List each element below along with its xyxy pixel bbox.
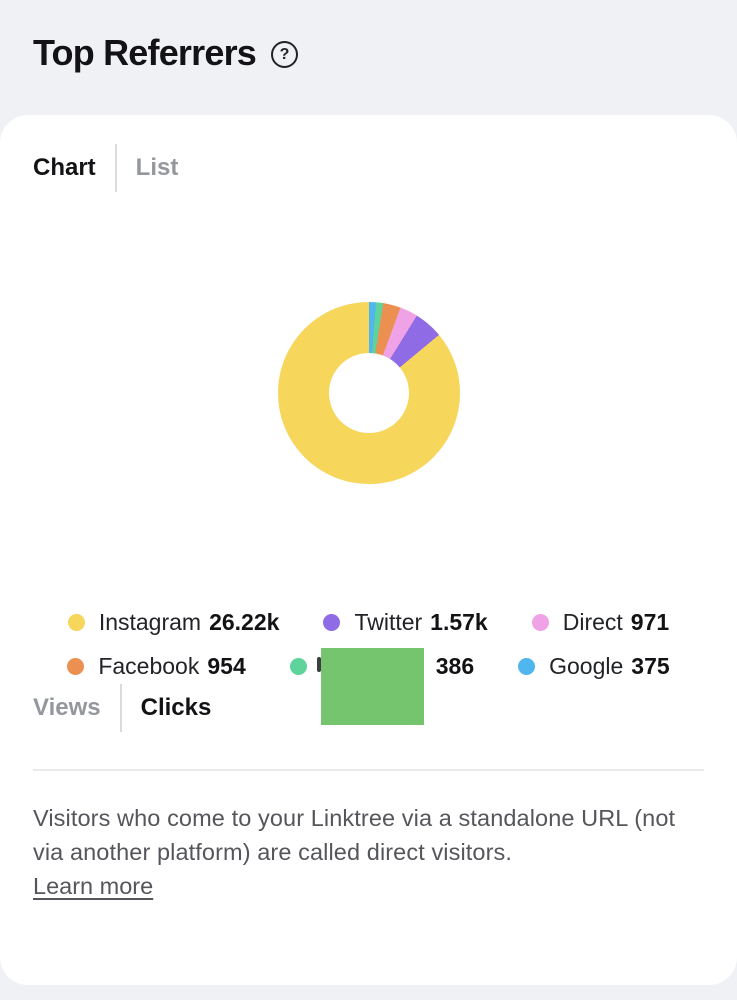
divider-line <box>33 769 704 771</box>
learn-more-link[interactable]: Learn more <box>33 873 154 899</box>
tab-clicks[interactable]: Clicks <box>140 694 212 721</box>
legend-dot <box>518 657 536 675</box>
redaction-box <box>316 648 424 725</box>
legend-dot <box>323 613 341 631</box>
legend-row: Instagram 26.22k Twitter 1.57k Direct 971 <box>0 605 737 639</box>
legend-dot <box>67 613 85 631</box>
legend-label: Instagram <box>98 608 202 635</box>
legend-item-redacted: 386 <box>289 648 475 725</box>
legend-value: 971 <box>630 608 670 635</box>
panel-header: Top Referrers ? <box>0 0 737 115</box>
help-icon[interactable]: ? <box>271 41 299 68</box>
legend-dot <box>531 613 549 631</box>
legend-row: Facebook 954 386 Google 375 <box>0 648 737 725</box>
tab-chart[interactable]: Chart <box>33 154 96 181</box>
legend-label: Direct <box>562 608 623 635</box>
chart-legend: Instagram 26.22k Twitter 1.57k Direct 971 Face… <box>0 605 737 725</box>
page-title: Top Referrers <box>33 32 257 73</box>
description-text: Visitors who come to your Linktree via a… <box>33 805 676 865</box>
legend-item-direct: Direct 971 <box>531 605 670 639</box>
legend-dot <box>67 657 85 675</box>
view-tabs: Chart List <box>0 115 737 193</box>
legend-value: 26.22k <box>209 608 280 635</box>
legend-value: 386 <box>435 652 475 679</box>
legend-label: Google <box>549 652 624 679</box>
legend-value: 1.57k <box>430 608 488 635</box>
legend-item-google: Google 375 <box>518 649 670 683</box>
donut-chart-area <box>0 302 737 484</box>
donut-chart <box>277 302 460 484</box>
legend-value: 954 <box>207 652 246 679</box>
tab-divider <box>114 144 117 192</box>
legend-dot <box>289 657 307 675</box>
tab-divider <box>119 684 122 732</box>
legend-item-instagram: Instagram 26.22k <box>67 605 280 639</box>
legend-label: Twitter <box>354 608 423 635</box>
legend-label: Facebook <box>98 652 200 679</box>
tab-views[interactable]: Views <box>33 694 101 721</box>
top-referrers-card: Chart List Instagram 26.22k Twitter 1.57k Dir… <box>0 115 737 985</box>
metric-tabs: Views Clicks <box>0 683 737 733</box>
tab-list[interactable]: List <box>135 154 179 181</box>
legend-value: 375 <box>631 652 670 679</box>
legend-item-facebook: Facebook 954 <box>67 649 246 683</box>
legend-item-twitter: Twitter 1.57k <box>323 605 488 639</box>
